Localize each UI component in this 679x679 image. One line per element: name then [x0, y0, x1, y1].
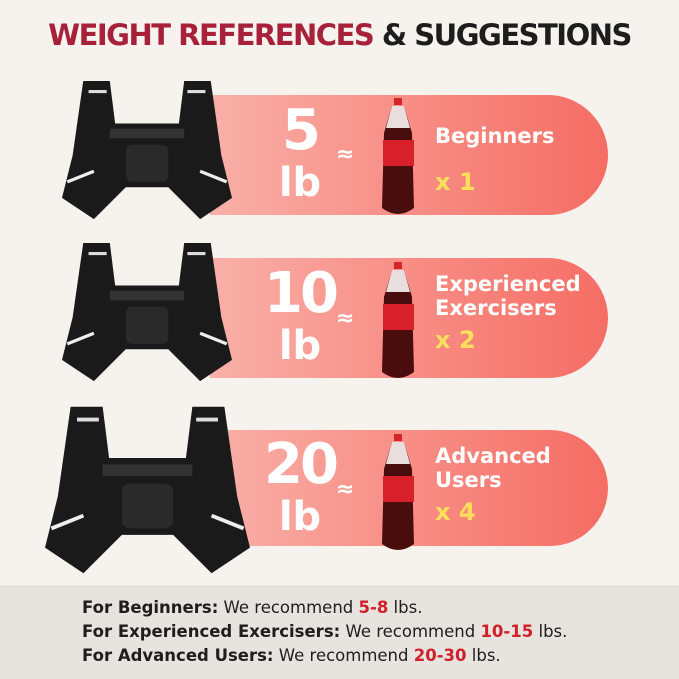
- recommendation-line: For Advanced Users: We recommend 20-30 l…: [82, 646, 501, 665]
- weight-unit: lb: [278, 494, 322, 540]
- weight-value: 20: [264, 432, 339, 497]
- bottle-multiplier: x 2: [435, 326, 476, 354]
- weight-vest-image: [62, 80, 232, 220]
- weight-value: 10: [264, 261, 339, 326]
- user-level-label: Beginners: [435, 124, 555, 148]
- recommendation-line: For Experienced Exercisers: We recommend…: [82, 622, 568, 641]
- approx-symbol: ≈: [336, 477, 355, 502]
- user-level-label: Experienced Exercisers: [435, 272, 581, 320]
- soda-bottle-image: [382, 98, 414, 214]
- bottle-multiplier: x 1: [435, 168, 476, 196]
- user-level-label: Advanced Users: [435, 444, 551, 492]
- weight-unit: lb: [278, 323, 322, 369]
- weight-unit: lb: [278, 160, 322, 206]
- soda-bottle-image: [382, 262, 414, 378]
- recommendations-panel: [0, 585, 679, 679]
- weight-value: 5: [282, 98, 321, 163]
- bottle-multiplier: x 4: [435, 498, 476, 526]
- recommendation-line: For Beginners: We recommend 5-8 lbs.: [82, 598, 423, 617]
- page-title: WEIGHT REFERENCES & SUGGESTIONS: [48, 18, 632, 52]
- soda-bottle-image: [382, 434, 414, 550]
- weight-vest-image: [45, 405, 250, 575]
- approx-symbol: ≈: [336, 306, 355, 331]
- weight-vest-image: [62, 242, 232, 382]
- approx-symbol: ≈: [336, 142, 355, 167]
